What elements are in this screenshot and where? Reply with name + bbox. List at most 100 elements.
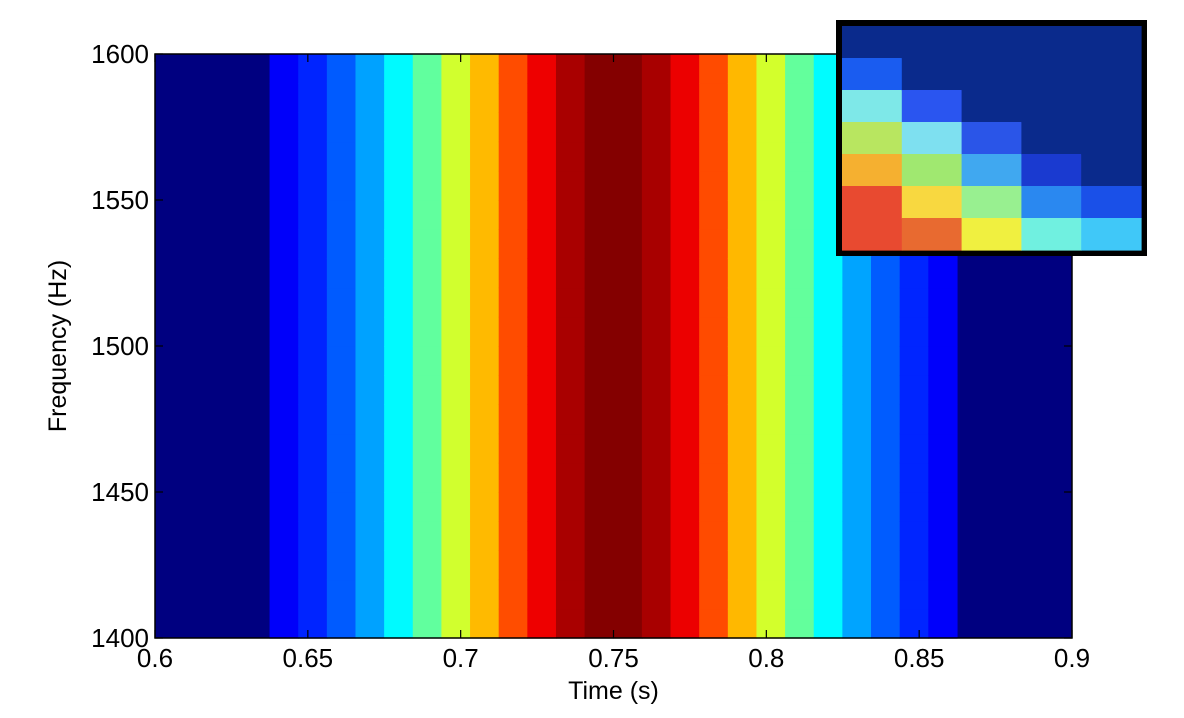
heatmap-cell xyxy=(355,462,385,493)
heatmap-cell xyxy=(527,404,557,435)
heatmap-cell xyxy=(699,492,729,522)
heatmap-cell xyxy=(269,112,299,143)
heatmap-cell xyxy=(384,433,414,464)
heatmap-cell xyxy=(699,375,729,405)
heatmap-cell xyxy=(899,521,929,551)
heatmap-cell xyxy=(355,521,385,551)
heatmap-cell xyxy=(470,316,500,347)
heatmap-cell xyxy=(470,258,500,289)
inset-cell xyxy=(1021,122,1082,155)
heatmap-cell xyxy=(269,550,299,581)
heatmap-cell xyxy=(641,404,672,435)
heatmap-cell xyxy=(298,200,328,230)
heatmap-cell xyxy=(384,229,414,259)
heatmap-cell xyxy=(555,521,586,551)
heatmap-cell xyxy=(928,492,958,522)
heatmap-cell xyxy=(727,287,758,318)
heatmap-cell xyxy=(670,462,700,493)
heatmap-cell xyxy=(498,258,528,289)
inset-cell xyxy=(1081,218,1142,251)
heatmap-cell xyxy=(756,287,786,318)
heatmap-cell xyxy=(785,404,815,435)
heatmap-cell xyxy=(613,346,643,376)
heatmap-cell xyxy=(699,141,729,172)
heatmap-cell xyxy=(584,287,614,318)
heatmap-cell xyxy=(326,346,357,376)
heatmap-cell xyxy=(355,550,385,581)
heatmap-cell xyxy=(813,521,843,551)
heatmap-cell xyxy=(355,200,385,230)
heatmap-cell xyxy=(785,83,815,113)
inset-cell xyxy=(1081,186,1142,219)
heatmap-cell xyxy=(584,229,614,259)
heatmap-cell xyxy=(699,170,729,201)
heatmap-cell xyxy=(842,462,872,493)
heatmap-cell xyxy=(298,54,328,84)
heatmap-cell xyxy=(727,54,758,84)
heatmap-cell xyxy=(785,346,815,376)
inset-cell xyxy=(842,58,903,91)
heatmap-cell xyxy=(785,170,815,201)
heatmap-cell xyxy=(498,521,528,551)
heatmap-cell xyxy=(298,112,328,143)
heatmap-cell xyxy=(470,579,500,610)
heatmap-cell xyxy=(670,200,700,230)
heatmap-cell xyxy=(785,550,815,581)
heatmap-cell xyxy=(842,608,872,639)
heatmap-cell xyxy=(727,316,758,347)
heatmap-cell xyxy=(727,258,758,289)
heatmap-cell xyxy=(555,404,586,435)
heatmap-cell xyxy=(813,462,843,493)
heatmap-cell xyxy=(871,492,901,522)
heatmap-cell xyxy=(842,404,872,435)
heatmap-cell xyxy=(326,229,357,259)
heatmap-cell xyxy=(756,346,786,376)
heatmap-cell xyxy=(527,287,557,318)
heatmap-cell xyxy=(412,141,443,172)
heatmap-cell xyxy=(470,200,500,230)
heatmap-cell xyxy=(355,229,385,259)
heatmap-cell xyxy=(727,141,758,172)
x-axis-ticks: 0.6 0.65 0.7 0.75 0.8 0.85 0.9 xyxy=(137,54,1090,673)
heatmap-cell xyxy=(613,404,643,435)
heatmap-cell xyxy=(555,550,586,581)
heatmap-cell xyxy=(498,287,528,318)
heatmap-cell xyxy=(441,54,471,84)
heatmap-cell xyxy=(412,608,443,639)
heatmap-cell xyxy=(470,112,500,143)
heatmap-cell xyxy=(871,462,901,493)
inset-cell xyxy=(842,186,903,219)
heatmap-cell xyxy=(412,550,443,581)
heatmap-cell xyxy=(269,316,299,347)
heatmap-cell xyxy=(441,170,471,201)
heatmap-cell xyxy=(298,433,328,464)
heatmap-cell xyxy=(527,258,557,289)
heatmap-cell xyxy=(269,287,299,318)
heatmap-cell xyxy=(613,229,643,259)
heatmap-cell xyxy=(756,258,786,289)
heatmap-cell xyxy=(727,404,758,435)
heatmap-cell xyxy=(498,346,528,376)
y-tick-label: 1450 xyxy=(91,477,149,507)
heatmap-cell xyxy=(498,83,528,113)
y-axis-ticks: 1400 1450 1500 1550 1600 xyxy=(91,39,1072,653)
heatmap-cell xyxy=(355,54,385,84)
heatmap-cell xyxy=(384,170,414,201)
heatmap-cell xyxy=(326,462,357,493)
heatmap-cell xyxy=(871,258,901,289)
heatmap-cell xyxy=(527,141,557,172)
heatmap-cell xyxy=(269,346,299,376)
heatmap-cell xyxy=(899,579,929,610)
heatmap-cell xyxy=(326,316,357,347)
heatmap-cell xyxy=(412,170,443,201)
heatmap-cell xyxy=(498,200,528,230)
heatmap-cell xyxy=(813,316,843,347)
x-tick-label: 0.6 xyxy=(137,643,173,673)
heatmap-cell xyxy=(699,404,729,435)
heatmap-cell xyxy=(641,170,672,201)
heatmap-cell xyxy=(756,141,786,172)
heatmap-cell xyxy=(641,492,672,522)
heatmap-cell xyxy=(498,462,528,493)
heatmap-cell xyxy=(412,375,443,405)
heatmap-cell xyxy=(384,608,414,639)
